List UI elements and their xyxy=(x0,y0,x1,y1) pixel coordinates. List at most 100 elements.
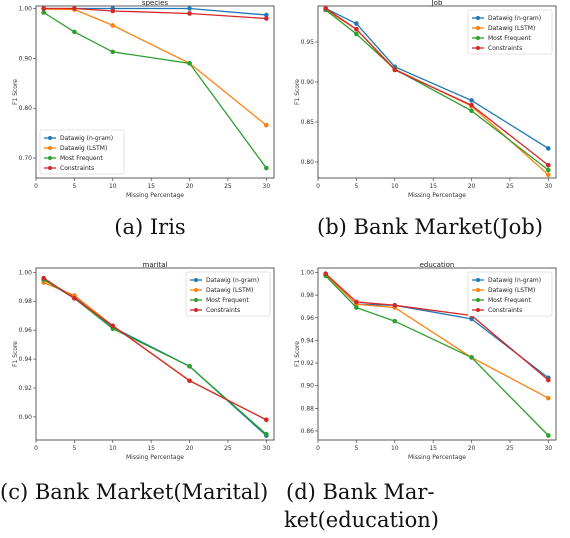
legend-label: Constraints xyxy=(60,165,94,172)
legend-marker xyxy=(48,146,52,150)
data-point xyxy=(41,6,46,11)
data-point xyxy=(546,172,551,178)
y-axis-label: F1 Score xyxy=(12,341,19,367)
legend-marker xyxy=(476,278,480,282)
y-tick-label: 0.80 xyxy=(301,159,315,166)
plot-frame xyxy=(317,5,557,179)
chart-education: education 0 5 10 15 20 25 30 0.86 0.88 0.90 0.92 0.9… xyxy=(294,261,557,461)
plot-frame xyxy=(35,5,275,179)
data-point xyxy=(264,12,269,18)
x-tick-label: 10 xyxy=(391,183,399,190)
x-tick-label: 20 xyxy=(186,183,194,190)
x-tick-label: 30 xyxy=(545,445,553,452)
x-tick-label: 0 xyxy=(34,183,38,190)
legend-label: Most Frequent xyxy=(488,35,531,42)
y-tick-label: 0.90 xyxy=(19,414,33,421)
legend-label: Most Frequent xyxy=(206,297,249,304)
legend-marker xyxy=(194,278,198,282)
y-tick-label: 0.70 xyxy=(19,155,33,162)
x-tick-label: 30 xyxy=(545,183,553,190)
y-tick-label: 0.90 xyxy=(301,79,315,86)
y-tick-label: 0.90 xyxy=(301,383,315,390)
legend-marker xyxy=(476,16,480,20)
data-point xyxy=(354,305,359,310)
y-axis-label: F1 Score xyxy=(294,341,301,367)
data-point xyxy=(392,303,398,308)
y-tick-label: 0.96 xyxy=(19,327,33,334)
y-tick-label: 1.00 xyxy=(19,269,33,276)
x-tick-label: 5 xyxy=(72,445,76,452)
data-point xyxy=(323,6,328,11)
data-point xyxy=(546,162,551,168)
legend-box xyxy=(467,271,553,317)
y-tick-label: 0.92 xyxy=(19,385,33,392)
data-point xyxy=(110,49,116,55)
x-tick-label: 15 xyxy=(147,183,155,190)
legend-box xyxy=(185,271,271,317)
data-point xyxy=(72,6,77,11)
legend-label: Most Frequent xyxy=(60,155,103,162)
y-tick-label: 0.88 xyxy=(301,405,315,412)
x-axis-label: Missing Percentage xyxy=(408,192,466,199)
y-tick-label: 0.98 xyxy=(19,298,33,305)
chart-title: marital xyxy=(143,261,168,269)
chart-title: education xyxy=(420,261,455,269)
legend-label: Datawig (n-gram) xyxy=(60,135,113,142)
legend-label: Datawig (n-gram) xyxy=(488,15,541,22)
x-tick-label: 25 xyxy=(506,183,514,190)
y-tick-label: 0.98 xyxy=(301,292,315,299)
legend-box xyxy=(467,9,553,55)
x-tick-label: 15 xyxy=(429,183,437,190)
chart-iris: species 0 5 10 15 20 25 30 0.70 0.80 0.90 1.00 Missi… xyxy=(12,0,275,199)
x-tick-label: 30 xyxy=(263,183,271,190)
legend-label: Datawig (LSTM) xyxy=(60,145,107,152)
legend-label: Datawig (LSTM) xyxy=(488,287,535,294)
legend-label: Constraints xyxy=(206,307,240,314)
legend-label: Constraints xyxy=(488,45,522,52)
chart-marital: marital 0 5 10 15 20 25 30 0.90 0.92 0.94 0.96 0.98 1… xyxy=(12,261,275,461)
legend-marker xyxy=(194,298,198,302)
data-point xyxy=(354,26,359,32)
x-tick-label: 15 xyxy=(147,445,155,452)
legend-label: Datawig (LSTM) xyxy=(488,25,535,32)
y-tick-label: 1.00 xyxy=(301,270,315,277)
x-tick-label: 10 xyxy=(109,183,117,190)
data-point xyxy=(41,10,46,15)
chart-title: Job xyxy=(431,0,443,7)
y-tick-label: 0.85 xyxy=(301,119,315,126)
legend-marker xyxy=(476,288,480,292)
caption-education-line1: (d) Bank Mar- xyxy=(286,480,435,504)
y-tick-label: 0.90 xyxy=(19,55,33,62)
legend-marker xyxy=(476,26,480,30)
data-point xyxy=(187,61,192,66)
legend-marker xyxy=(194,288,198,292)
y-axis-label: F1 Score xyxy=(12,79,19,105)
series-line xyxy=(43,8,267,126)
chart-job: Job 0 5 10 15 20 25 30 0.80 0.85 0.90 0.95 Missing P… xyxy=(294,0,557,199)
x-tick-label: 25 xyxy=(224,445,232,452)
data-point xyxy=(546,167,551,173)
legend-marker xyxy=(48,136,52,140)
data-point xyxy=(469,98,474,103)
y-tick-label: 1.00 xyxy=(19,5,33,12)
plot-frame xyxy=(317,267,557,441)
data-point xyxy=(264,122,269,128)
data-point xyxy=(187,6,192,11)
data-point xyxy=(110,323,116,329)
data-point xyxy=(41,275,46,281)
legend-marker xyxy=(476,308,480,312)
data-point xyxy=(354,31,359,37)
x-tick-label: 5 xyxy=(354,445,358,452)
data-point xyxy=(110,23,116,28)
legend-marker xyxy=(476,298,480,302)
caption-marital: (c) Bank Market(Marital) xyxy=(0,480,269,504)
y-tick-label: 0.94 xyxy=(301,337,315,344)
x-tick-label: 10 xyxy=(391,445,399,452)
data-point xyxy=(469,316,474,322)
legend-label: Datawig (n-gram) xyxy=(488,277,541,284)
x-tick-label: 20 xyxy=(468,445,476,452)
chart-panel-education: education 0 5 10 15 20 25 30 0.86 0.88 0.90 0.92 0.9… xyxy=(294,261,566,462)
data-point xyxy=(264,165,269,171)
data-point xyxy=(264,16,269,21)
data-point xyxy=(187,11,192,16)
